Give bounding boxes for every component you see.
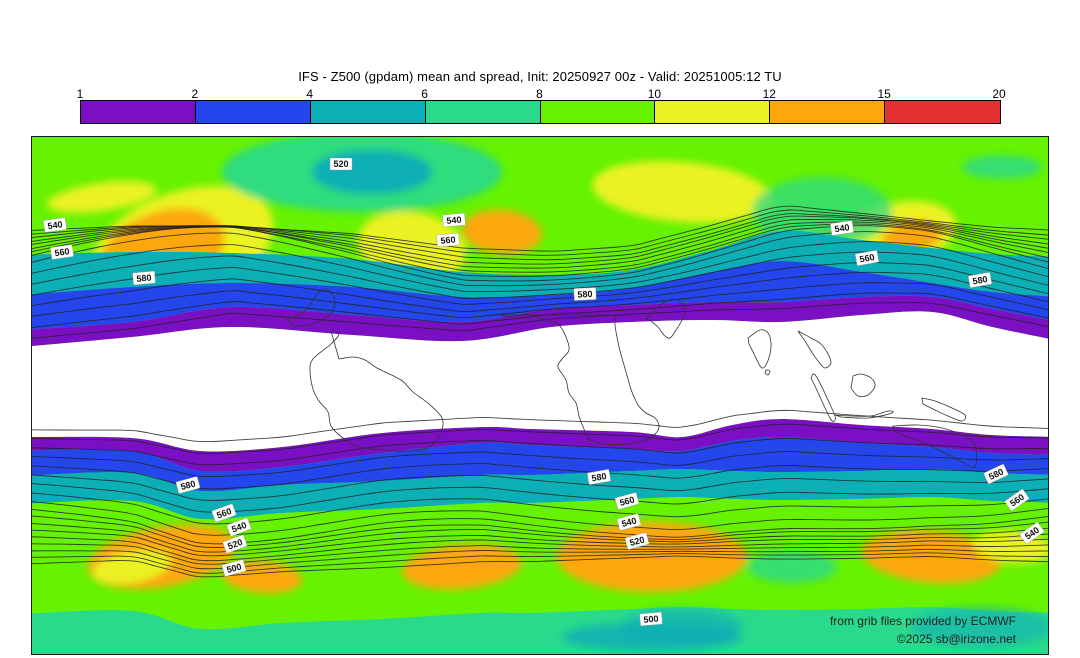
svg-text:580: 580	[136, 273, 152, 284]
svg-text:560: 560	[54, 246, 70, 258]
svg-text:540: 540	[446, 215, 462, 226]
svg-text:560: 560	[440, 235, 456, 246]
svg-text:520: 520	[333, 159, 348, 169]
svg-text:540: 540	[47, 219, 63, 231]
svg-text:©2025 sb@irizone.net: ©2025 sb@irizone.net	[897, 632, 1017, 646]
svg-text:500: 500	[643, 614, 659, 625]
svg-text:580: 580	[577, 289, 593, 300]
svg-text:540: 540	[834, 222, 850, 234]
svg-text:from grib files provided by EC: from grib files provided by ECMWF	[830, 614, 1016, 628]
